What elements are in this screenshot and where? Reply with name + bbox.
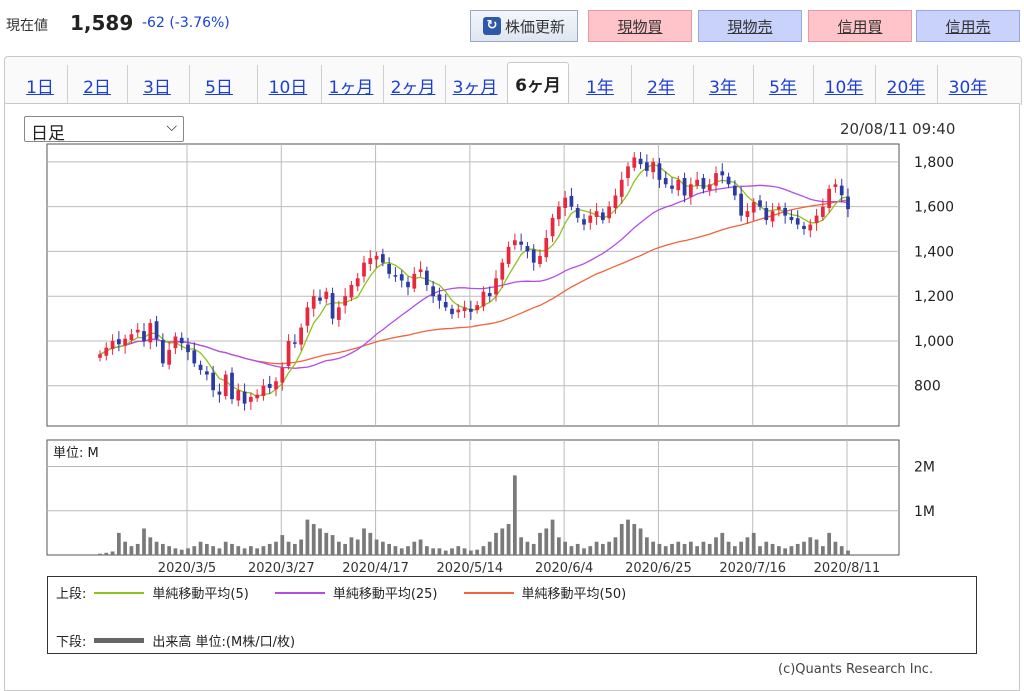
refresh-price-label: 株価更新 xyxy=(504,17,565,36)
tab-2m[interactable]: 2ヶ月 xyxy=(383,65,442,105)
ma25-swatch xyxy=(274,591,325,594)
tab-3y[interactable]: 3年 xyxy=(693,65,752,105)
margin-sell-button[interactable]: 信用売 xyxy=(916,10,1020,42)
current-price-value: 1,589 xyxy=(70,11,134,35)
chevron-down-icon: ⌵ xyxy=(166,119,177,135)
tab-10d[interactable]: 10日 xyxy=(257,65,318,105)
tab-5y[interactable]: 5年 xyxy=(753,65,812,105)
tab-10y[interactable]: 10年 xyxy=(813,65,874,105)
tab-3m[interactable]: 3ヶ月 xyxy=(445,65,504,105)
ma5-swatch xyxy=(94,591,145,594)
chart-interval-select[interactable]: 日足 ⌵ xyxy=(24,116,184,144)
cash-sell-button[interactable]: 現物売 xyxy=(698,10,802,42)
tab-1y[interactable]: 1年 xyxy=(586,77,614,98)
tab-30y[interactable]: 30年 xyxy=(937,65,998,105)
copyright-credit: (c)Quants Research Inc. xyxy=(778,662,934,677)
ma50-swatch xyxy=(463,591,514,594)
tab-1d[interactable]: 1日 xyxy=(26,77,54,98)
tab-5d[interactable]: 5日 xyxy=(189,65,248,105)
period-tabs: 1日 2日 3日 5日 10日 1ヶ月 2ヶ月 3ヶ月 6ヶ月 1年 2年 3年… xyxy=(4,56,1022,105)
cash-buy-button[interactable]: 現物買 xyxy=(588,10,692,42)
tab-3d[interactable]: 3日 xyxy=(127,65,186,105)
refresh-icon: ↻ xyxy=(482,17,501,35)
chart-legend: 上段: 単純移動平均(5) 単純移動平均(25) 単純移動平均(50) 下段: … xyxy=(47,576,977,654)
chart-interval-value: 日足 xyxy=(31,124,65,144)
volume-swatch xyxy=(94,638,145,643)
quote-header: 現在値 1,589 -62 (-3.76%) ↻ 株価更新 現物買 現物売 信用… xyxy=(0,0,1024,52)
tab-2y[interactable]: 2年 xyxy=(631,65,690,105)
margin-buy-button[interactable]: 信用買 xyxy=(808,10,912,42)
tab-1m[interactable]: 1ヶ月 xyxy=(321,65,380,105)
legend-ma25: 単純移動平均(25) xyxy=(332,587,438,602)
chart-timestamp: 20/08/11 09:40 xyxy=(840,120,956,138)
current-price-label: 現在値 xyxy=(6,18,48,34)
legend-upper-label: 上段: xyxy=(56,587,87,602)
legend-volume: 出来高 単位:(M株/口/枚) xyxy=(152,635,296,650)
tab-20y[interactable]: 20年 xyxy=(875,65,936,105)
legend-ma50: 単純移動平均(50) xyxy=(521,587,627,602)
legend-ma5: 単純移動平均(5) xyxy=(152,587,249,602)
refresh-price-button[interactable]: ↻ 株価更新 xyxy=(470,10,578,42)
tab-2d[interactable]: 2日 xyxy=(67,65,126,105)
tab-6m[interactable]: 6ヶ月 xyxy=(507,62,569,104)
legend-lower-label: 下段: xyxy=(56,635,87,650)
price-change: -62 (-3.76%) xyxy=(142,15,230,31)
